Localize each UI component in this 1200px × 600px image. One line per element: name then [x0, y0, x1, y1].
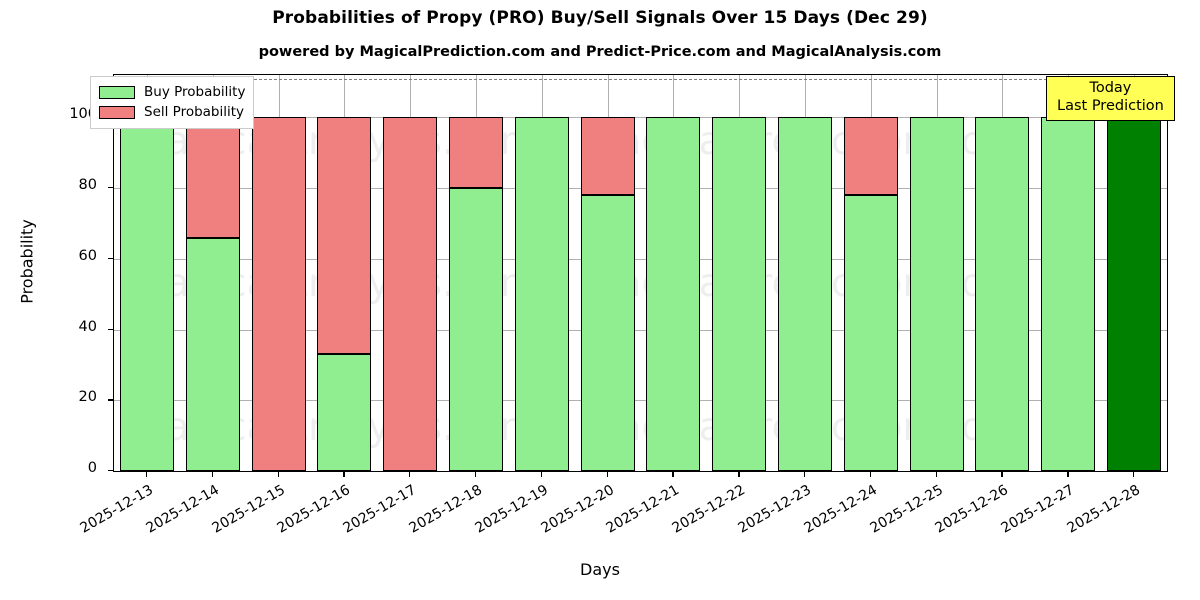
y-tick-label: 40 [78, 318, 97, 335]
bar-column[interactable] [975, 75, 1029, 471]
bar-column[interactable] [712, 75, 766, 471]
x-tick-mark [804, 472, 806, 477]
bar-segment-buy[interactable] [910, 117, 964, 471]
y-tick-mark [108, 328, 113, 330]
x-tick-mark [1133, 472, 1135, 477]
bar-segment-buy[interactable] [449, 188, 503, 471]
bar-segment-buy[interactable] [712, 117, 766, 471]
plot-area: MagicalAnalysis.comMagicalPrediction.com… [113, 74, 1168, 472]
bar-column[interactable] [252, 75, 306, 471]
legend-label-sell: Sell Probability [144, 104, 245, 120]
x-tick-mark [1067, 472, 1069, 477]
bar-segment-sell[interactable] [581, 117, 635, 196]
bar-segment-sell[interactable] [186, 117, 240, 238]
bar-segment-buy[interactable] [1041, 117, 1095, 471]
y-tick-label: 100 [69, 106, 97, 123]
bar-column[interactable] [1041, 75, 1095, 471]
today-annotation: Today Last Prediction [1046, 76, 1175, 122]
bar-column[interactable] [778, 75, 832, 471]
bar-segment-buy[interactable] [186, 237, 240, 471]
bar-segment-sell[interactable] [252, 117, 306, 471]
x-tick-mark [343, 472, 345, 477]
bar-column[interactable] [1107, 75, 1161, 471]
threshold-dashed-line [114, 78, 1167, 80]
x-tick-mark [409, 472, 411, 477]
gridline-horizontal [114, 329, 1167, 331]
y-tick-mark [108, 399, 113, 401]
y-tick-label: 80 [78, 177, 97, 194]
x-tick-mark [145, 472, 148, 477]
y-tick-mark [108, 257, 113, 260]
bar-column[interactable] [186, 75, 240, 471]
bar-segment-buy[interactable] [778, 117, 832, 471]
bar-segment-buy[interactable] [844, 195, 898, 471]
bar-segment-buy[interactable] [317, 354, 371, 471]
today-annotation-line1: Today [1089, 80, 1132, 96]
bar-column[interactable] [910, 75, 964, 471]
bar-column[interactable] [581, 75, 635, 471]
legend-item-buy: Buy Probability [99, 82, 245, 102]
bar-segment-sell[interactable] [844, 117, 898, 196]
bar-column[interactable] [383, 75, 437, 471]
bar-segment-buy[interactable] [120, 117, 174, 471]
bar-segment-sell[interactable] [383, 117, 437, 471]
bar-column[interactable] [120, 75, 174, 471]
gridline-horizontal [114, 400, 1167, 402]
bar-segment-buy[interactable] [646, 117, 700, 471]
x-tick-mark [540, 472, 543, 477]
y-tick-label: 60 [78, 247, 97, 264]
x-tick-mark [1001, 472, 1003, 477]
x-tick-mark [211, 472, 214, 477]
legend-swatch-buy-icon [99, 85, 135, 99]
legend-item-sell: Sell Probability [99, 102, 245, 122]
chart-subtitle: powered by MagicalPrediction.com and Pre… [258, 44, 942, 60]
bar-column[interactable] [317, 75, 371, 471]
x-tick-mark [474, 472, 477, 477]
x-tick-mark [738, 472, 740, 477]
bar-column[interactable] [844, 75, 898, 471]
bar-segment-buy[interactable] [975, 117, 1029, 471]
bar-column[interactable] [515, 75, 569, 471]
y-tick-mark [108, 187, 113, 189]
bar-column[interactable] [646, 75, 700, 471]
bar-segment-sell[interactable] [317, 117, 371, 355]
y-tick-mark [108, 470, 113, 472]
y-tick-label: 0 [87, 460, 97, 476]
x-tick-mark [869, 472, 872, 477]
legend-label-buy: Buy Probability [144, 84, 246, 100]
gridline-horizontal [114, 258, 1167, 260]
legend-swatch-sell-icon [99, 105, 135, 119]
x-axis-label: Days [580, 560, 620, 579]
bar-segment-buy[interactable] [581, 195, 635, 471]
gridline-horizontal [114, 117, 1167, 119]
x-tick-mark [935, 472, 937, 477]
bar-column[interactable] [449, 75, 503, 471]
bar-segment-buy[interactable] [515, 117, 569, 471]
page-title: Probabilities of Propy (PRO) Buy/Sell Si… [272, 8, 928, 28]
x-tick-mark [672, 472, 674, 477]
x-tick-mark [277, 472, 279, 477]
gridline-horizontal [114, 188, 1167, 190]
x-tick-mark [606, 472, 608, 477]
bar-segment-sell[interactable] [449, 117, 503, 189]
gridline-horizontal [114, 471, 1167, 472]
today-annotation-line2: Last Prediction [1057, 97, 1164, 114]
chart-legend: Buy Probability Sell Probability [90, 76, 255, 129]
y-tick-label: 20 [78, 389, 97, 406]
bar-segment-today[interactable] [1107, 117, 1161, 471]
